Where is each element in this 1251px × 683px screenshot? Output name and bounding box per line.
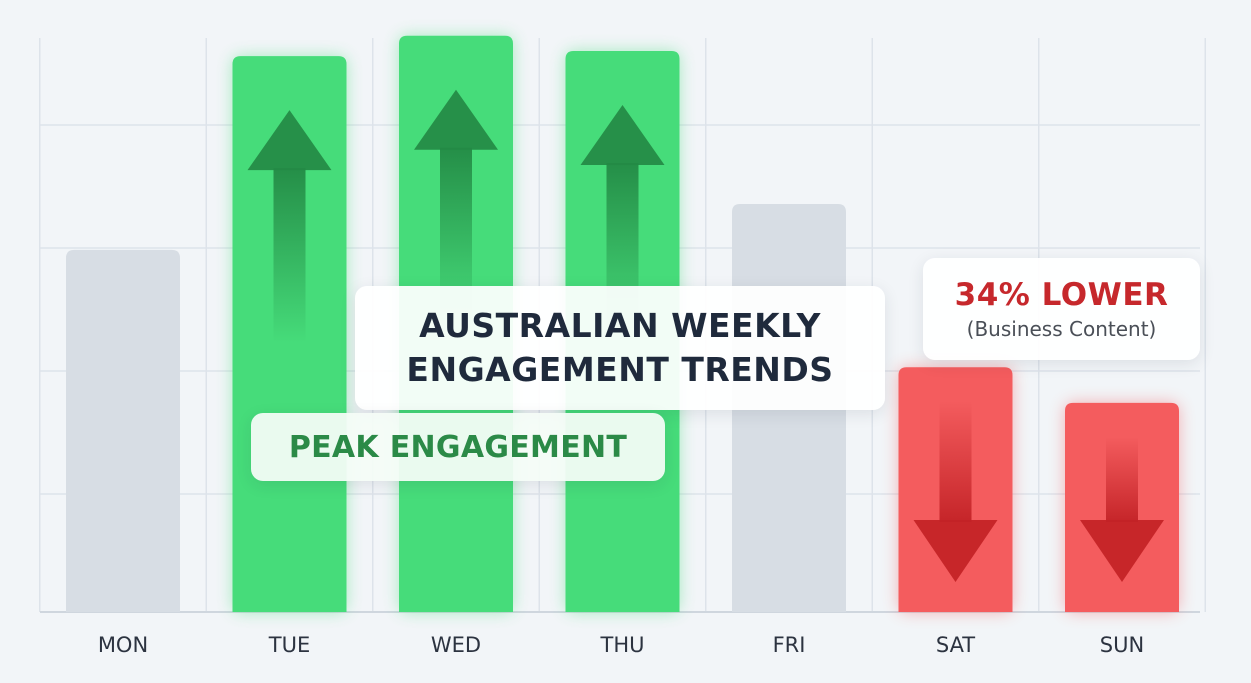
- bar-mon: [66, 249, 180, 612]
- down-arrow-head: [913, 520, 998, 582]
- down-arrow-head: [1080, 520, 1164, 582]
- up-arrow-head: [580, 105, 665, 165]
- down-arrow-icon: [913, 401, 998, 582]
- chart-title-line-1: AUSTRALIAN WEEKLY: [419, 306, 821, 345]
- up-arrow-head: [247, 110, 332, 171]
- x-tick-label-sat: SAT: [936, 633, 975, 657]
- up-arrow-head: [414, 89, 498, 150]
- down-arrow-icon: [1080, 436, 1164, 582]
- lower-context-label: (Business Content): [966, 317, 1157, 341]
- lower-percentage-label: 34% LOWER: [954, 277, 1169, 313]
- chart-title-box: AUSTRALIAN WEEKLY ENGAGEMENT TRENDS: [355, 286, 885, 410]
- x-tick-label-sun: SUN: [1100, 633, 1144, 657]
- down-arrow-shaft: [1106, 436, 1138, 522]
- x-tick-label-thu: THU: [600, 633, 645, 657]
- peak-engagement-label: PEAK ENGAGEMENT: [288, 429, 628, 465]
- up-arrow-icon: [247, 110, 332, 344]
- x-tick-label-fri: FRI: [773, 633, 806, 657]
- peak-engagement-badge: PEAK ENGAGEMENT: [251, 413, 665, 481]
- x-tick-label-wed: WED: [431, 633, 481, 657]
- up-arrow-shaft: [273, 168, 306, 344]
- x-axis-labels: MON TUE WED THU FRI SAT SUN: [98, 633, 1144, 657]
- lower-engagement-callout: 34% LOWER (Business Content): [923, 258, 1200, 360]
- down-arrow-shaft: [939, 401, 972, 522]
- x-tick-label-tue: TUE: [268, 633, 310, 657]
- chart-title-line-2: ENGAGEMENT TRENDS: [406, 350, 834, 389]
- x-tick-label-mon: MON: [98, 633, 148, 657]
